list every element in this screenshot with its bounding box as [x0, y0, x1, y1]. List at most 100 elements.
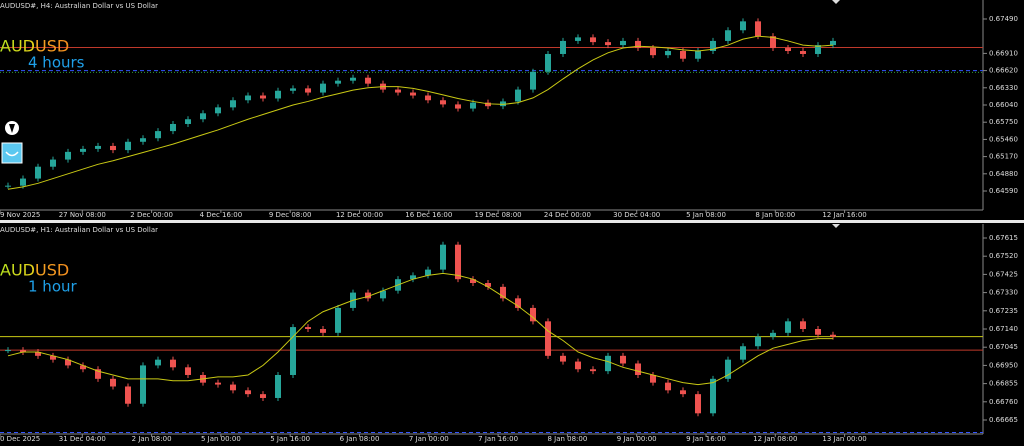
x-tick-label: 2 Dec 00:00: [130, 211, 173, 219]
x-tick-label: 5 Jan 16:00: [270, 435, 310, 443]
y-tick-label: 0.66620: [989, 67, 1018, 75]
y-tick-label: 0.66330: [989, 84, 1018, 92]
candle-body: [365, 77, 371, 84]
y-tick-label: 0.64880: [989, 170, 1018, 178]
candle-body: [740, 21, 746, 31]
candle-body: [50, 159, 56, 167]
pen-icon[interactable]: [5, 121, 19, 135]
candle-body: [605, 355, 611, 372]
chart-title: AUDUSD#, H1: Australian Dollar vs US Dol…: [0, 226, 158, 234]
candle-body: [35, 351, 41, 356]
candle-body: [470, 102, 476, 109]
candle-body: [230, 384, 236, 391]
candle-body: [770, 332, 776, 337]
candle-body: [755, 21, 761, 37]
candle-body: [245, 390, 251, 395]
candle-body: [275, 90, 281, 99]
candle-body: [695, 394, 701, 414]
y-tick-label: 0.66910: [989, 49, 1018, 57]
candle-body: [5, 185, 11, 187]
candle-body: [95, 369, 101, 379]
y-tick-label: 0.65460: [989, 135, 1018, 143]
candle-body: [35, 166, 41, 179]
candle-body: [500, 101, 506, 107]
candle-body: [635, 40, 641, 49]
moving-average: [7, 272, 833, 386]
x-tick-label: 4 Dec 16:00: [200, 211, 243, 219]
candle-body: [140, 138, 146, 142]
candle-body: [665, 51, 671, 56]
x-tick-label: 8 Jan 08:00: [547, 435, 587, 443]
candle-body: [425, 269, 431, 276]
y-tick-label: 0.66760: [989, 398, 1018, 406]
y-tick-label: 0.67045: [989, 343, 1018, 351]
shift-marker: [832, 224, 840, 228]
candle-body: [380, 290, 386, 299]
y-tick-label: 0.65170: [989, 153, 1018, 161]
candle-body: [410, 92, 416, 96]
candle-body: [785, 48, 791, 52]
candle-body: [545, 53, 551, 72]
candle-body: [650, 48, 656, 56]
candle-body: [125, 386, 131, 404]
candle-body: [815, 45, 821, 54]
candle-body: [440, 244, 446, 270]
candle-body: [560, 355, 566, 362]
candle-body: [695, 51, 701, 59]
candle-body: [260, 394, 266, 398]
candle-body: [725, 30, 731, 41]
candle-body: [815, 329, 821, 335]
candle-body: [290, 327, 296, 375]
x-tick-label: 13 Jan 00:00: [822, 435, 866, 443]
candle-body: [755, 336, 761, 347]
candle-body: [275, 374, 281, 398]
candle-body: [215, 382, 221, 385]
candle-body: [650, 374, 656, 383]
candle-body: [20, 350, 26, 352]
candle-body: [530, 307, 536, 322]
candle-body: [530, 71, 536, 90]
candle-body: [245, 95, 251, 101]
candle-body: [770, 36, 776, 49]
smiley-button[interactable]: [1, 142, 23, 164]
candle-body: [485, 102, 491, 107]
candle-body: [215, 107, 221, 114]
x-tick-label: 16 Dec 16:00: [405, 211, 452, 219]
symbol-label: AUDUSD: [0, 261, 69, 280]
x-tick-label: 5 Jan 00:00: [201, 435, 241, 443]
candle-body: [680, 51, 686, 59]
x-tick-label: 7 Jan 00:00: [409, 435, 449, 443]
candle-body: [320, 329, 326, 333]
candle-body: [80, 365, 86, 370]
panel-separator: [0, 220, 1024, 223]
y-tick-label: 0.67615: [989, 234, 1018, 242]
x-tick-label: 9 Jan 00:00: [617, 435, 657, 443]
x-tick-label: 8 Jan 00:00: [755, 211, 795, 219]
candle-body: [230, 100, 236, 108]
y-tick-label: 0.66950: [989, 361, 1018, 369]
candle-body: [485, 283, 491, 287]
x-tick-label: 2 Jan 08:00: [132, 435, 172, 443]
y-tick-label: 0.64590: [989, 187, 1018, 195]
x-tick-label: 12 Jan 16:00: [822, 211, 866, 219]
candle-body: [665, 382, 671, 391]
candle-body: [50, 355, 56, 360]
candle-body: [635, 363, 641, 375]
candle-body: [65, 359, 71, 366]
candle-body: [170, 359, 176, 368]
candle-body: [5, 350, 11, 352]
candle-body: [110, 145, 116, 151]
candle-body: [455, 244, 461, 280]
candle-body: [620, 355, 626, 364]
x-tick-label: 5 Jan 08:00: [686, 211, 726, 219]
y-tick-label: 0.67140: [989, 325, 1018, 333]
y-tick-label: 0.66855: [989, 380, 1018, 388]
candle-body: [305, 327, 311, 329]
candle-body: [575, 361, 581, 370]
x-tick-label: 12 Jan 08:00: [753, 435, 797, 443]
candle-body: [785, 321, 791, 333]
candle-body: [260, 95, 266, 99]
candle-body: [125, 141, 131, 151]
candle-body: [200, 113, 206, 120]
